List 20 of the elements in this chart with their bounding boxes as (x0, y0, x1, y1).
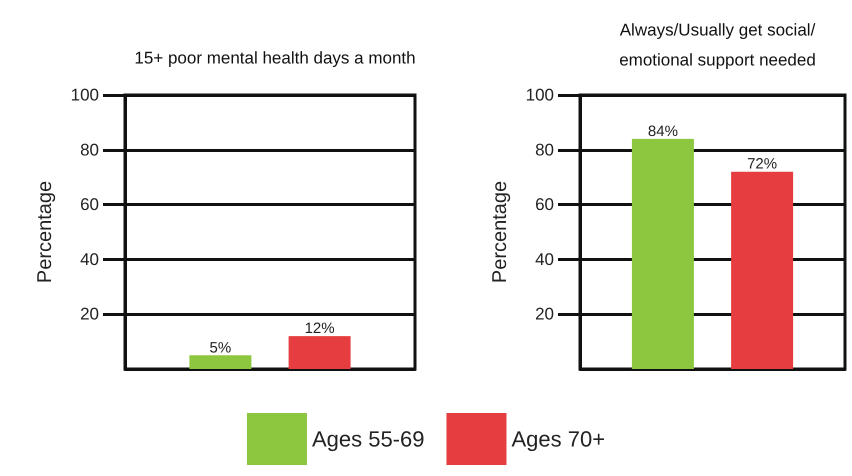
y-tick-label: 80 (80, 140, 99, 160)
chart-title: Always/Usually get social/ emotional support needed (619, 20, 816, 70)
y-axis-title: Percentage (34, 180, 56, 284)
data-label: 84% (648, 122, 678, 140)
y-axis-title: Percentage (489, 180, 511, 284)
y-tick-label: 60 (535, 195, 554, 214)
y-tick-label: 100 (70, 86, 99, 104)
data-label: 72% (747, 156, 778, 173)
legend-label: Ages 55-69 (312, 426, 424, 452)
data-label: 12% (304, 320, 335, 338)
y-tick-label: 80 (535, 140, 554, 160)
y-tick-label: 20 (535, 304, 554, 324)
y-tick-label: 20 (80, 304, 99, 324)
y-tick-label: 40 (535, 250, 554, 269)
y-tick-label: 100 (526, 86, 554, 104)
y-tick-label: 60 (80, 195, 99, 214)
y-tick-label: 40 (80, 250, 99, 269)
legend-label: Ages 70+ (511, 426, 606, 452)
data-label: 5% (210, 339, 232, 356)
chart-title: 15+ poor mental health days a month (134, 48, 416, 68)
